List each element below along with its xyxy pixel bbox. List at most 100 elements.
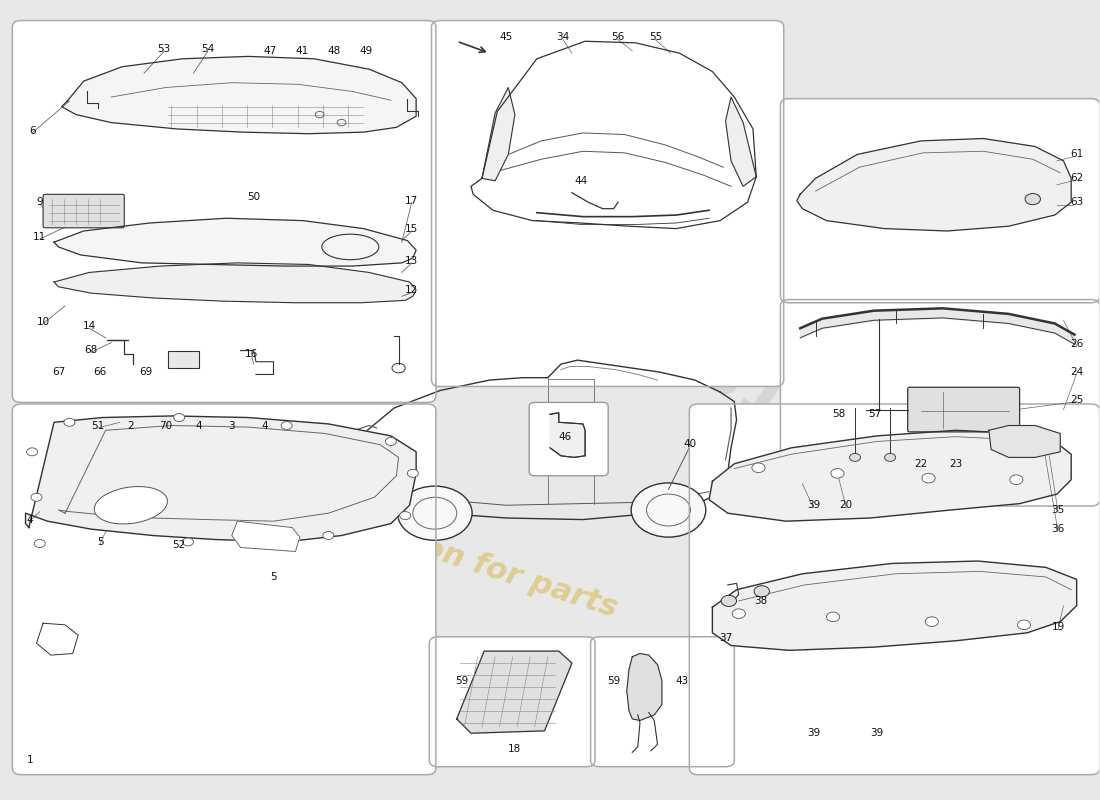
Text: 39: 39 xyxy=(806,500,820,510)
Circle shape xyxy=(385,438,396,446)
Polygon shape xyxy=(482,87,515,181)
Polygon shape xyxy=(989,426,1060,458)
Circle shape xyxy=(752,463,766,473)
Circle shape xyxy=(174,414,185,422)
Text: 59: 59 xyxy=(455,676,469,686)
Circle shape xyxy=(826,612,839,622)
Circle shape xyxy=(34,539,45,547)
Text: 10: 10 xyxy=(36,317,50,327)
Circle shape xyxy=(397,486,472,540)
Text: 41: 41 xyxy=(296,46,309,56)
Text: 22: 22 xyxy=(914,458,927,469)
FancyBboxPatch shape xyxy=(780,98,1100,302)
FancyBboxPatch shape xyxy=(780,299,1100,506)
Text: 40: 40 xyxy=(684,439,697,449)
Circle shape xyxy=(755,586,769,597)
Ellipse shape xyxy=(95,486,167,524)
Circle shape xyxy=(323,531,333,539)
Text: 52: 52 xyxy=(173,540,186,550)
Text: 26: 26 xyxy=(1070,339,1084,349)
Text: parts1985: parts1985 xyxy=(553,242,920,526)
Text: 1: 1 xyxy=(26,755,33,766)
Polygon shape xyxy=(627,654,662,721)
Text: 20: 20 xyxy=(839,500,853,510)
Text: 54: 54 xyxy=(201,44,214,54)
Circle shape xyxy=(1018,620,1031,630)
Text: 53: 53 xyxy=(157,44,170,54)
Text: 47: 47 xyxy=(264,46,277,56)
Circle shape xyxy=(925,617,938,626)
Circle shape xyxy=(922,474,935,483)
Text: 48: 48 xyxy=(327,46,341,56)
Text: 44: 44 xyxy=(574,176,587,186)
Text: 15: 15 xyxy=(405,223,418,234)
Text: 69: 69 xyxy=(140,367,153,377)
FancyBboxPatch shape xyxy=(431,21,783,386)
Polygon shape xyxy=(796,138,1071,231)
Polygon shape xyxy=(550,413,585,458)
Circle shape xyxy=(282,422,293,430)
Text: 24: 24 xyxy=(1070,367,1084,377)
Text: 4: 4 xyxy=(196,421,202,430)
Text: 13: 13 xyxy=(405,256,418,266)
Text: 46: 46 xyxy=(559,433,572,442)
Text: 43: 43 xyxy=(675,676,689,686)
FancyBboxPatch shape xyxy=(12,404,436,774)
Circle shape xyxy=(722,595,737,606)
Text: 39: 39 xyxy=(806,728,820,738)
Text: 58: 58 xyxy=(832,409,845,418)
FancyBboxPatch shape xyxy=(690,404,1100,774)
Text: 37: 37 xyxy=(719,633,733,642)
Polygon shape xyxy=(456,651,572,734)
Text: 36: 36 xyxy=(1052,524,1065,534)
Text: 11: 11 xyxy=(33,231,46,242)
Text: 50: 50 xyxy=(248,192,261,202)
Text: 4: 4 xyxy=(262,421,268,430)
Text: 38: 38 xyxy=(754,596,768,606)
Text: 4: 4 xyxy=(26,514,33,525)
Text: 70: 70 xyxy=(160,421,173,430)
Text: 55: 55 xyxy=(649,32,662,42)
FancyBboxPatch shape xyxy=(429,637,595,766)
Circle shape xyxy=(183,538,194,546)
Polygon shape xyxy=(710,430,1071,521)
Circle shape xyxy=(407,470,418,478)
Text: 59: 59 xyxy=(607,676,620,686)
FancyBboxPatch shape xyxy=(12,21,436,402)
Circle shape xyxy=(849,454,860,462)
Circle shape xyxy=(631,483,706,537)
Text: 45: 45 xyxy=(499,32,513,42)
Text: 67: 67 xyxy=(52,367,65,377)
Text: 18: 18 xyxy=(508,744,521,754)
Text: 5: 5 xyxy=(271,572,277,582)
Text: 14: 14 xyxy=(82,321,96,331)
Text: 19: 19 xyxy=(1052,622,1065,632)
Text: 16: 16 xyxy=(245,349,258,358)
Text: 49: 49 xyxy=(359,46,372,56)
Text: 6: 6 xyxy=(29,126,35,135)
Text: 25: 25 xyxy=(1070,395,1084,405)
Polygon shape xyxy=(36,623,78,655)
Text: 2: 2 xyxy=(128,421,134,430)
Circle shape xyxy=(733,609,746,618)
Polygon shape xyxy=(62,56,416,134)
Polygon shape xyxy=(54,218,416,266)
Polygon shape xyxy=(726,97,757,186)
Text: 63: 63 xyxy=(1070,198,1084,207)
Text: 12: 12 xyxy=(405,285,418,295)
Polygon shape xyxy=(25,416,416,542)
Circle shape xyxy=(64,418,75,426)
Text: 34: 34 xyxy=(557,32,570,42)
FancyBboxPatch shape xyxy=(43,194,124,228)
Text: 51: 51 xyxy=(91,421,104,430)
Bar xyxy=(168,350,199,368)
FancyBboxPatch shape xyxy=(591,637,735,766)
Text: 23: 23 xyxy=(949,458,962,469)
Text: 17: 17 xyxy=(405,196,418,206)
Text: 39: 39 xyxy=(870,728,883,738)
Text: 68: 68 xyxy=(85,345,98,354)
Text: 5: 5 xyxy=(97,537,103,547)
Circle shape xyxy=(31,494,42,502)
Text: 35: 35 xyxy=(1052,505,1065,515)
FancyBboxPatch shape xyxy=(908,387,1020,432)
